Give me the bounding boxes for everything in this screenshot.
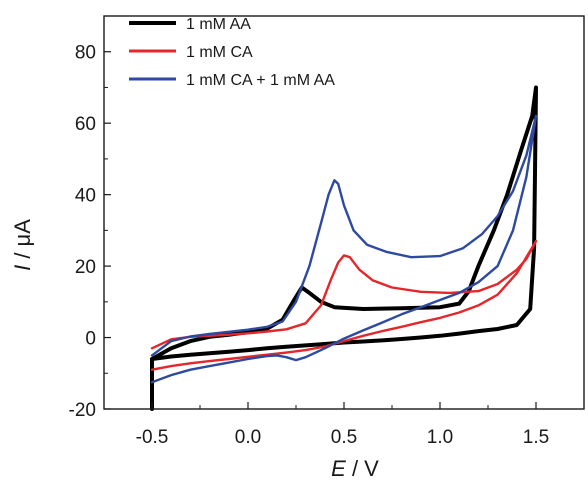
- x-axis-unit: / V: [346, 456, 379, 481]
- x-axis-ticks: -0.5 0.0 0.5 1.0 1.5: [103, 402, 585, 448]
- y-tick-label: 60: [75, 114, 96, 135]
- plot-frame: [103, 15, 585, 410]
- y-tick-label: 80: [75, 43, 96, 64]
- legend-item-ca-aa: 1 mM CA + 1 mM AA: [129, 72, 335, 89]
- legend-label-aa: 1 mM AA: [186, 16, 251, 33]
- legend-label-ca-aa: 1 mM CA + 1 mM AA: [186, 72, 335, 89]
- legend-item-aa: 1 mM AA: [129, 16, 251, 33]
- y-axis-symbol: I: [10, 265, 35, 271]
- x-tick-label: 0.0: [235, 427, 261, 448]
- x-axis-symbol: E: [331, 456, 346, 481]
- series-line-ca: [150, 239, 538, 371]
- legend: 1 mM AA 1 mM CA 1 mM CA + 1 mM AA: [129, 16, 335, 89]
- plot-lines: [150, 85, 538, 411]
- y-tick-label: 20: [75, 257, 96, 278]
- legend-item-ca: 1 mM CA: [129, 44, 253, 61]
- x-tick-label: 0.5: [331, 427, 357, 448]
- x-tick-label: 1.0: [427, 427, 453, 448]
- x-tick-label: 1.5: [523, 427, 549, 448]
- series-line-ca-aa: [150, 114, 538, 384]
- y-tick-label: -20: [69, 400, 96, 421]
- y-axis-ticks: -20 0 20 40 60 80: [69, 15, 111, 421]
- y-tick-label: 40: [75, 186, 96, 207]
- y-tick-label: 0: [85, 329, 96, 350]
- series-line-aa: [150, 85, 538, 411]
- x-tick-label: -0.5: [136, 427, 169, 448]
- x-axis-label: E / V: [331, 456, 379, 481]
- y-axis-label: I / μA: [10, 219, 35, 271]
- legend-label-ca: 1 mM CA: [186, 44, 253, 61]
- y-axis-unit: / μA: [10, 219, 35, 265]
